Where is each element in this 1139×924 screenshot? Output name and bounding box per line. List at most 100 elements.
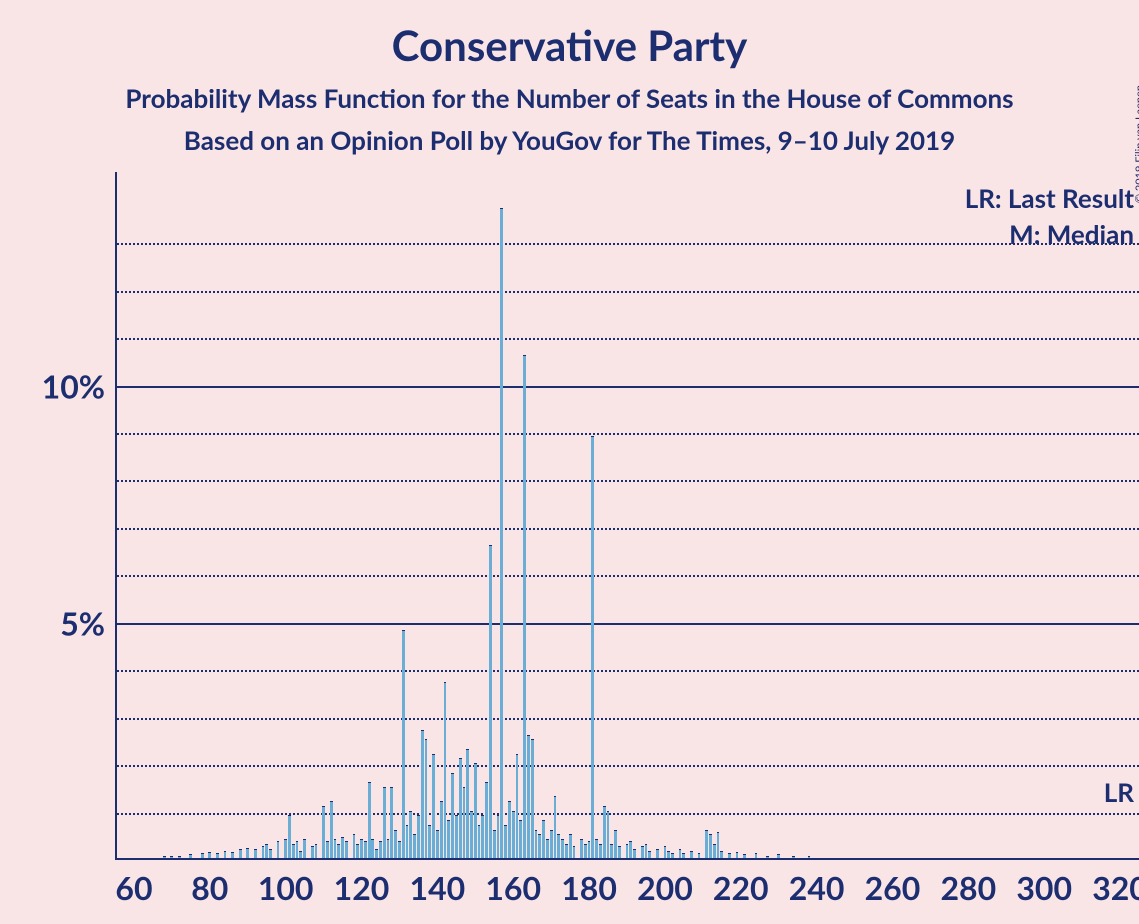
bar bbox=[470, 811, 473, 858]
bar bbox=[485, 782, 488, 858]
bar bbox=[299, 851, 302, 858]
bar bbox=[383, 787, 386, 858]
gridline-minor bbox=[117, 338, 1139, 340]
gridline-minor bbox=[117, 765, 1139, 767]
bar bbox=[421, 730, 424, 858]
bar bbox=[641, 846, 644, 858]
x-tick-label: 60 bbox=[115, 868, 152, 907]
bar bbox=[277, 841, 280, 858]
bar bbox=[557, 834, 560, 858]
bar bbox=[656, 849, 659, 858]
bar bbox=[565, 844, 568, 858]
bar bbox=[633, 849, 636, 858]
bar bbox=[444, 682, 447, 858]
bar bbox=[516, 754, 519, 858]
bar bbox=[371, 839, 374, 858]
bar bbox=[436, 830, 439, 858]
bar bbox=[303, 839, 306, 858]
bar bbox=[326, 841, 329, 858]
bar bbox=[504, 825, 507, 858]
bar bbox=[315, 844, 318, 858]
bar bbox=[322, 806, 325, 858]
bar bbox=[610, 844, 613, 858]
bar bbox=[698, 853, 701, 858]
bar bbox=[208, 852, 211, 858]
bar bbox=[478, 825, 481, 858]
bar bbox=[667, 851, 670, 858]
bar bbox=[239, 849, 242, 858]
bar bbox=[170, 856, 173, 858]
x-tick-label: 120 bbox=[334, 868, 390, 907]
bar bbox=[254, 849, 257, 858]
bar bbox=[178, 856, 181, 858]
bar bbox=[588, 841, 591, 858]
bar bbox=[489, 545, 492, 858]
bar bbox=[808, 856, 811, 858]
bar bbox=[447, 820, 450, 858]
bar bbox=[717, 832, 720, 858]
x-tick-label: 180 bbox=[561, 868, 617, 907]
bar bbox=[493, 830, 496, 858]
bar bbox=[682, 853, 685, 858]
bar bbox=[417, 815, 420, 858]
bar bbox=[531, 739, 534, 858]
bar bbox=[618, 846, 621, 858]
bar bbox=[409, 811, 412, 858]
x-tick-label: 200 bbox=[637, 868, 693, 907]
bar bbox=[353, 834, 356, 858]
bar bbox=[629, 841, 632, 858]
bar bbox=[561, 839, 564, 858]
bar bbox=[394, 830, 397, 858]
bar bbox=[709, 834, 712, 858]
x-tick-label: 240 bbox=[789, 868, 845, 907]
chart-subtitle-2: Based on an Opinion Poll by YouGov for T… bbox=[0, 124, 1139, 156]
bar bbox=[497, 815, 500, 858]
gridline-minor bbox=[117, 670, 1139, 672]
bar bbox=[720, 851, 723, 858]
bar bbox=[425, 739, 428, 858]
bar bbox=[288, 815, 291, 858]
bar bbox=[341, 837, 344, 858]
x-tick-label: 220 bbox=[713, 868, 769, 907]
bar bbox=[284, 839, 287, 858]
bar bbox=[728, 853, 731, 858]
bar bbox=[736, 852, 739, 858]
bar bbox=[402, 630, 405, 858]
bar bbox=[546, 839, 549, 858]
bar bbox=[345, 841, 348, 858]
bar bbox=[224, 851, 227, 858]
bar bbox=[538, 834, 541, 858]
chart-container: Conservative Party Probability Mass Func… bbox=[0, 0, 1139, 924]
chart-subtitle-1: Probability Mass Function for the Number… bbox=[0, 82, 1139, 114]
bar bbox=[527, 735, 530, 858]
bar bbox=[595, 839, 598, 858]
bar bbox=[679, 849, 682, 858]
bar bbox=[777, 854, 780, 858]
x-tick-label: 280 bbox=[940, 868, 996, 907]
x-tick-label: 100 bbox=[258, 868, 314, 907]
gridline-minor bbox=[117, 480, 1139, 482]
bar bbox=[265, 844, 268, 858]
bar bbox=[508, 801, 511, 858]
lr-marker: LR bbox=[1104, 776, 1134, 808]
bar bbox=[432, 754, 435, 858]
bar bbox=[231, 852, 234, 858]
bar bbox=[356, 844, 359, 858]
bar bbox=[569, 834, 572, 858]
bar bbox=[334, 839, 337, 858]
bar bbox=[743, 854, 746, 858]
bar bbox=[554, 796, 557, 858]
gridline-minor bbox=[117, 433, 1139, 435]
bar bbox=[580, 839, 583, 858]
bar bbox=[413, 834, 416, 858]
bar bbox=[713, 844, 716, 858]
bar bbox=[189, 854, 192, 858]
bar bbox=[550, 830, 553, 858]
bar bbox=[671, 853, 674, 858]
bar bbox=[428, 825, 431, 858]
x-tick-label: 160 bbox=[485, 868, 541, 907]
bar bbox=[481, 815, 484, 858]
bar bbox=[455, 815, 458, 858]
bar bbox=[398, 841, 401, 858]
bar bbox=[330, 801, 333, 858]
